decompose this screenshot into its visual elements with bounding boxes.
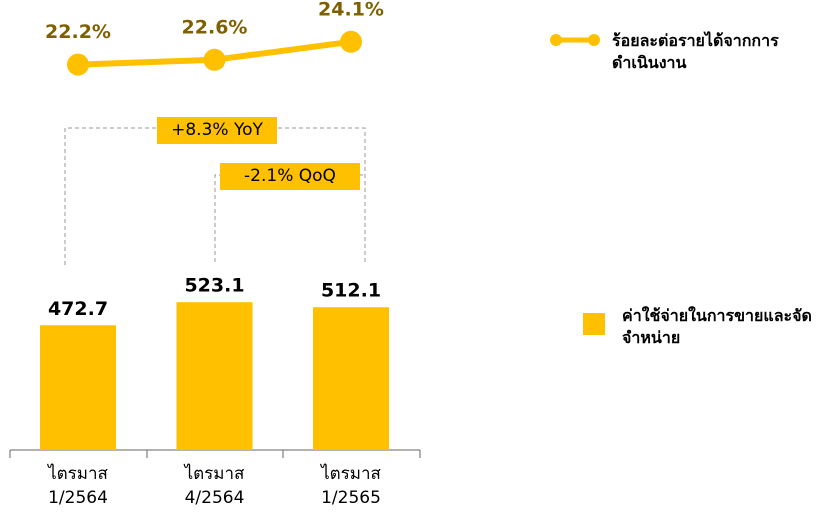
legend-marker (550, 34, 562, 46)
bar (313, 307, 389, 450)
qoq-bracket (214, 174, 365, 262)
x-axis (9, 449, 421, 458)
bar (176, 302, 253, 450)
x-tick-label: ไตรมาส 4/2564 (184, 464, 245, 508)
x-tick-label: ไตรมาส 1/2565 (321, 464, 381, 508)
annotation: -2.1% QoQ (220, 163, 360, 190)
data-label: 512.1 (321, 280, 381, 302)
data-label: 523.1 (184, 275, 244, 297)
point (340, 30, 362, 53)
bar (40, 325, 116, 450)
data-label: 472.7 (48, 298, 108, 320)
annotation: +8.3% YoY (157, 117, 277, 144)
data-label: 22.2% (45, 21, 111, 43)
legend-label: ค่าใช้จ่ายในการขายและจัดจำหน่าย (622, 306, 812, 347)
x-tick-label: ไตรมาส 1/2564 (48, 464, 108, 508)
point (203, 48, 226, 71)
data-label: 24.1% (318, 0, 384, 20)
legend-marker (588, 34, 600, 46)
data-label: 22.6% (182, 16, 248, 38)
legend-swatch (583, 313, 605, 335)
brackets (64, 127, 366, 265)
point (67, 53, 89, 76)
legend-label: ร้อยละต่อรายได้จากการดำเนินงาน (612, 31, 779, 72)
